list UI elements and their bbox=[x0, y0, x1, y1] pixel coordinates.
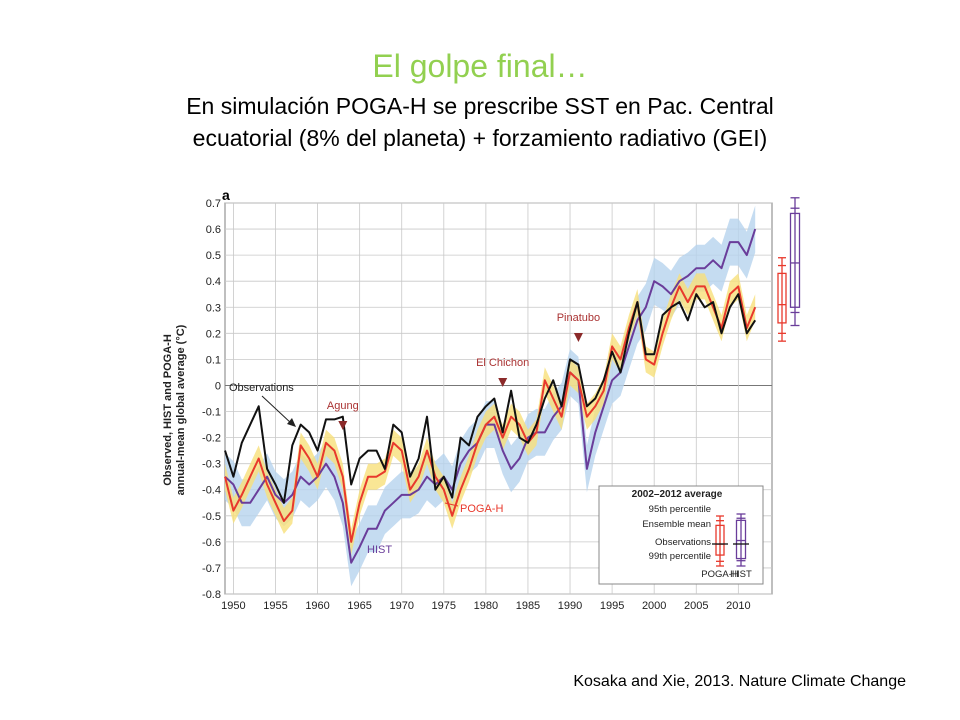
y-tick-label: -0.1 bbox=[202, 407, 221, 419]
y-tick-label: 0.1 bbox=[206, 354, 221, 366]
x-tick-label: 2000 bbox=[642, 600, 666, 612]
legend-hist: HIST bbox=[730, 569, 752, 580]
annotations: Observations POGA-H HIST Agung El Chichon Pin… bbox=[229, 312, 600, 556]
x-tick-label: 2010 bbox=[726, 600, 750, 612]
x-tick-label: 1975 bbox=[432, 600, 456, 612]
poga-pointer bbox=[444, 502, 459, 507]
x-tick-label: 1985 bbox=[516, 600, 540, 612]
hist-boxplot-box bbox=[789, 212, 801, 308]
y-tick-label: -0.5 bbox=[202, 511, 221, 523]
legend-poga: POGA-H bbox=[701, 569, 739, 580]
uncertainty-bands bbox=[225, 205, 756, 587]
y-axis-label-line-1: Observed, HIST and POGA-H bbox=[162, 334, 174, 486]
x-tick-label: 1960 bbox=[305, 600, 329, 612]
slide-subtitle: En simulación POGA-H se prescribe SST en… bbox=[0, 90, 960, 154]
x-tick-label: 1965 bbox=[347, 600, 371, 612]
x-tick-label: 1970 bbox=[389, 600, 413, 612]
y-tick-label: 0.4 bbox=[206, 276, 221, 288]
x-tick-label: 1995 bbox=[600, 600, 624, 612]
y-tick-label: -0.8 bbox=[202, 589, 221, 601]
legend-frame bbox=[598, 485, 764, 585]
series-line-hist bbox=[224, 228, 757, 564]
legend-observations: Observations bbox=[655, 537, 711, 548]
series-lines bbox=[224, 228, 757, 564]
poga-boxplot-box bbox=[777, 272, 787, 324]
volcano-marker bbox=[338, 421, 348, 430]
subtitle-line-1: En simulación POGA-H se prescribe SST en… bbox=[186, 93, 774, 119]
legend-marks bbox=[712, 513, 749, 567]
observations-pointer bbox=[261, 395, 293, 425]
poga-label: POGA-H bbox=[460, 503, 503, 515]
y-tick-label: -0.6 bbox=[202, 537, 221, 549]
volcano-label: Agung bbox=[327, 400, 359, 412]
observations-pointer-head bbox=[287, 418, 296, 427]
legend-ensemble-mean: Ensemble mean bbox=[642, 519, 711, 530]
series-line-obs bbox=[224, 293, 757, 504]
x-tick-label: 1950 bbox=[221, 600, 245, 612]
volcano-marker bbox=[573, 333, 583, 342]
slide-title: El golpe final… bbox=[372, 48, 588, 84]
y-tick-labels: 0.7 0.6 0.5 0.4 0.3 0.2 0.1 0 -0.1 -0.2 -0.3 -0.4 -0… bbox=[202, 198, 221, 601]
y-tick-label: 0.5 bbox=[206, 250, 221, 262]
subtitle-line-2: ecuatorial (8% del planeta) + forzamient… bbox=[192, 125, 768, 151]
y-tick-label: -0.7 bbox=[202, 563, 221, 575]
y-tick-label: 0.2 bbox=[206, 328, 221, 340]
x-tick-label: 1955 bbox=[263, 600, 287, 612]
y-axis-label-line-2: annual-mean global average (°C) bbox=[175, 324, 187, 495]
source-caption: Kosaka and Xie, 2013. Nature Climate Cha… bbox=[573, 673, 906, 690]
y-tick-label: 0.3 bbox=[206, 302, 221, 314]
observations-label: Observations bbox=[229, 382, 294, 394]
volcano-marker bbox=[498, 378, 508, 387]
poga-spread-band bbox=[225, 273, 756, 555]
series-line-poga bbox=[224, 285, 757, 543]
x-tick-label: 2005 bbox=[684, 600, 708, 612]
y-tick-label: -0.2 bbox=[202, 433, 221, 445]
hist-label: HIST bbox=[367, 544, 392, 556]
legend-p99: 99th percentile bbox=[649, 551, 711, 562]
legend-p95: 95th percentile bbox=[649, 504, 711, 515]
panel-label: a bbox=[222, 187, 230, 203]
y-tick-label: -0.3 bbox=[202, 459, 221, 471]
x-tick-labels: 1950 1955 1960 1965 1970 1975 1980 1985 1990 1995… bbox=[221, 600, 750, 612]
y-tick-label: -0.4 bbox=[202, 485, 221, 497]
volcano-label: Pinatubo bbox=[557, 312, 600, 324]
volcano-label: El Chichon bbox=[476, 357, 529, 369]
y-tick-label: 0.6 bbox=[206, 224, 221, 236]
x-tick-label: 1990 bbox=[558, 600, 582, 612]
legend-poga-boxplot-box bbox=[715, 524, 725, 556]
legend-hist-boxplot-box bbox=[735, 519, 747, 560]
legend-title: 2002–2012 average bbox=[632, 489, 723, 500]
y-tick-label: 0 bbox=[215, 380, 221, 392]
x-tick-label: 1980 bbox=[474, 600, 498, 612]
legend-box: 2002–2012 average 95th percentile Ensemb… bbox=[598, 485, 764, 585]
side-boxplots bbox=[777, 197, 801, 342]
y-axis-label: Observed, HIST and POGA-H annual-mean gl… bbox=[162, 324, 187, 495]
y-tick-label: 0.7 bbox=[206, 198, 221, 210]
